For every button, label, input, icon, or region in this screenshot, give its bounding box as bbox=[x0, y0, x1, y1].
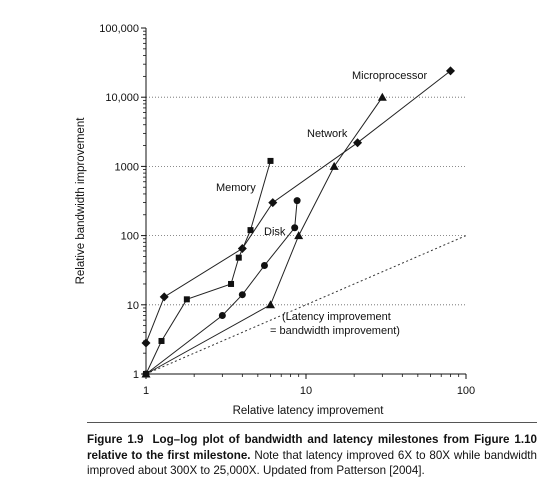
y-tick-label: 10,000 bbox=[105, 92, 139, 104]
y-tick-label: 1000 bbox=[115, 161, 139, 173]
square-marker bbox=[158, 337, 165, 344]
diamond-marker bbox=[268, 198, 278, 208]
network-label: Network bbox=[307, 128, 348, 140]
microprocessor-label: Microprocessor bbox=[352, 70, 428, 82]
memory-label: Memory bbox=[216, 182, 256, 194]
square-marker bbox=[247, 227, 254, 234]
diamond-marker bbox=[445, 66, 455, 76]
reference-line-label: = bandwidth improvement) bbox=[270, 325, 400, 337]
reference-line: (Latency improvement = bandwidth improvem… bbox=[145, 235, 467, 375]
grid-lines bbox=[146, 96, 466, 306]
figure-caption: Figure 1.9 Log–log plot of bandwidth and… bbox=[87, 432, 537, 479]
caption-divider bbox=[87, 422, 537, 423]
reference-line-label: (Latency improvement bbox=[282, 311, 391, 323]
x-tick-label: 10 bbox=[300, 385, 312, 397]
caption-lead: Log–log plot of bandwidth and latency mi… bbox=[87, 433, 537, 462]
x-axis-title: Relative latency improvement bbox=[233, 405, 385, 417]
y-axis-title: Relative bandwidth improvement bbox=[75, 117, 87, 285]
data-series bbox=[141, 66, 455, 378]
square-marker bbox=[267, 157, 274, 164]
axes: 1 10 100 1000 10,000 100,000 1 10 100 Relative la… bbox=[75, 23, 475, 417]
triangle-marker bbox=[377, 92, 387, 101]
disk-line bbox=[145, 200, 298, 375]
annotations: Microprocessor Memory Network Disk bbox=[216, 70, 428, 238]
circle-marker bbox=[142, 370, 150, 378]
series-disk bbox=[142, 197, 301, 378]
triangle-marker bbox=[329, 161, 339, 170]
y-tick-label: 100 bbox=[121, 231, 139, 243]
circle-marker bbox=[218, 312, 226, 320]
circle-marker bbox=[260, 261, 268, 269]
diamond-marker bbox=[159, 292, 169, 302]
circle-marker bbox=[238, 291, 246, 299]
caption-figure-label: Figure 1.9 bbox=[87, 433, 144, 446]
bandwidth-latency-chart: (Latency improvement = bandwidth improvem… bbox=[75, 23, 475, 417]
y-tick-label: 1 bbox=[133, 369, 139, 381]
square-marker bbox=[228, 280, 235, 287]
caption-body: Note that latency improved 6X to 80X whi… bbox=[87, 448, 537, 478]
circle-marker bbox=[291, 224, 299, 232]
disk-label: Disk bbox=[264, 226, 286, 238]
square-marker bbox=[183, 296, 190, 303]
microprocessor-line bbox=[145, 70, 451, 344]
diamond-marker bbox=[141, 338, 151, 348]
x-tick-label: 100 bbox=[457, 385, 475, 397]
series-microprocessor bbox=[141, 66, 455, 348]
circle-marker bbox=[293, 197, 301, 205]
x-tick-label: 1 bbox=[143, 385, 149, 397]
triangle-marker bbox=[294, 231, 304, 240]
y-tick-label: 100,000 bbox=[99, 23, 139, 35]
diamond-marker bbox=[353, 138, 363, 148]
triangle-marker bbox=[266, 300, 276, 309]
y-tick-label: 10 bbox=[127, 300, 139, 312]
square-marker bbox=[235, 254, 242, 261]
